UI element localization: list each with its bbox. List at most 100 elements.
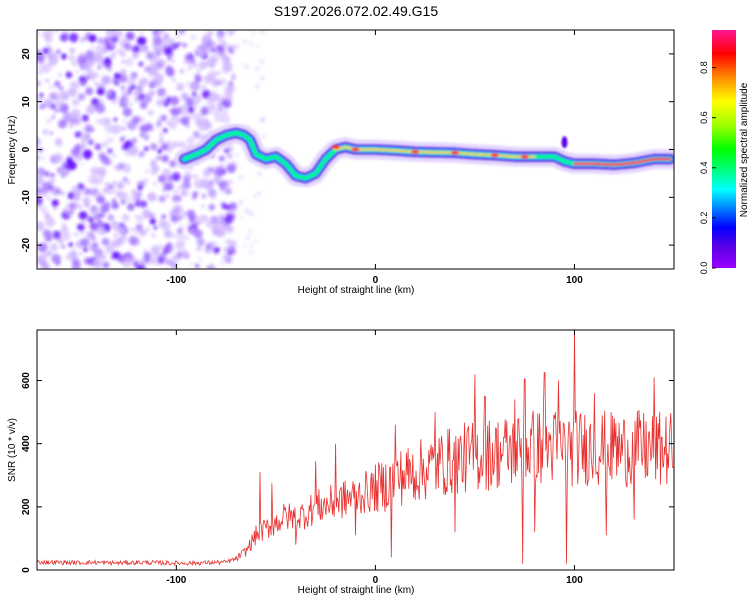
noise-blob [251,30,256,35]
noise-blob [147,109,154,116]
colorbar-gradient [712,30,736,268]
noise-blob [192,94,202,105]
noise-blob [111,251,120,260]
noise-blob [121,143,129,152]
noise-blob [238,175,243,180]
noise-blob [58,119,67,129]
noise-blob [130,189,137,195]
noise-blob [124,92,128,96]
noise-blob [198,257,202,261]
noise-blob [131,140,135,144]
noise-blob [80,80,86,87]
noise-blob [214,112,224,123]
noise-blob [139,229,147,237]
noise-blob [144,169,149,173]
noise-blob [41,155,46,160]
snr-y-axis-label: SNR (10 * v/v) [7,418,18,482]
noise-blob [67,210,73,216]
noise-blob [95,192,99,196]
noise-blob [233,43,240,50]
noise-blob [167,180,174,187]
noise-blob [167,56,172,61]
noise-blob [211,48,216,53]
noise-blob [77,224,81,228]
noise-blob [60,53,67,60]
noise-blob [79,37,85,43]
spectrogram-x-axis-label: Height of straight line (km) [298,285,415,296]
noise-blob [215,219,226,230]
noise-blob [156,120,161,125]
noise-blob [46,44,50,48]
noise-blob [87,216,95,223]
noise-blob [107,67,112,72]
noise-blob [97,65,102,70]
noise-blob [172,141,179,148]
noise-blob [77,182,84,190]
noise-blob [121,60,126,64]
noise-blob [202,39,207,44]
noise-blob [106,90,113,97]
noise-blob [49,243,58,252]
noise-blob [210,197,214,200]
noise-blob [125,31,135,41]
noise-blob [121,223,126,228]
noise-blob [137,44,146,53]
noise-blob [37,79,42,87]
noise-blob [103,49,108,54]
noise-blob [69,90,75,96]
noise-blob [46,251,52,256]
noise-blob [150,213,156,218]
noise-blob [73,192,81,200]
noise-blob [55,260,61,266]
noise-blob [84,257,92,265]
noise-blob [86,104,96,115]
noise-blob [117,162,124,170]
noise-blob [162,128,168,133]
noise-blob [65,71,73,79]
noise-blob [256,44,260,48]
noise-blob [154,73,165,83]
noise-blob [80,162,84,167]
noise-blob [166,65,172,71]
y-tick-label: 0 [21,567,32,573]
noise-blob [118,191,129,201]
noise-blob [257,172,260,175]
ridge-hot-spot [411,149,420,154]
noise-blob [37,152,40,157]
noise-blob [220,52,227,59]
noise-blob [178,42,182,46]
noise-blob [120,96,125,102]
colorbar-tick-label: 0.4 [699,162,709,175]
noise-blob [173,42,180,49]
noise-blob [61,174,65,178]
noise-blob [219,78,227,86]
noise-blob [157,148,163,154]
noise-blob [37,32,40,37]
noise-blob [37,196,43,205]
noise-blob [194,74,202,83]
noise-blob [220,261,224,265]
noise-blob [213,167,224,177]
noise-blob [49,131,53,135]
noise-blob [143,251,151,259]
noise-blob [100,203,110,213]
noise-blob [42,128,49,135]
noise-blob [214,108,220,113]
noise-blob [131,46,136,51]
noise-blob [37,147,44,153]
noise-blob [208,179,214,185]
x-tick-label: 100 [566,575,583,586]
noise-blob [121,163,131,173]
noise-blob [175,33,180,39]
noise-blob [94,176,104,185]
noise-blob [61,222,67,228]
noise-blob [63,207,68,213]
noise-blob [78,117,83,122]
noise-blob [81,114,89,122]
noise-blob [74,131,82,138]
noise-blob [193,174,198,179]
noise-blob [224,238,231,245]
y-tick-label: 10 [21,96,32,108]
noise-blob [68,242,74,248]
